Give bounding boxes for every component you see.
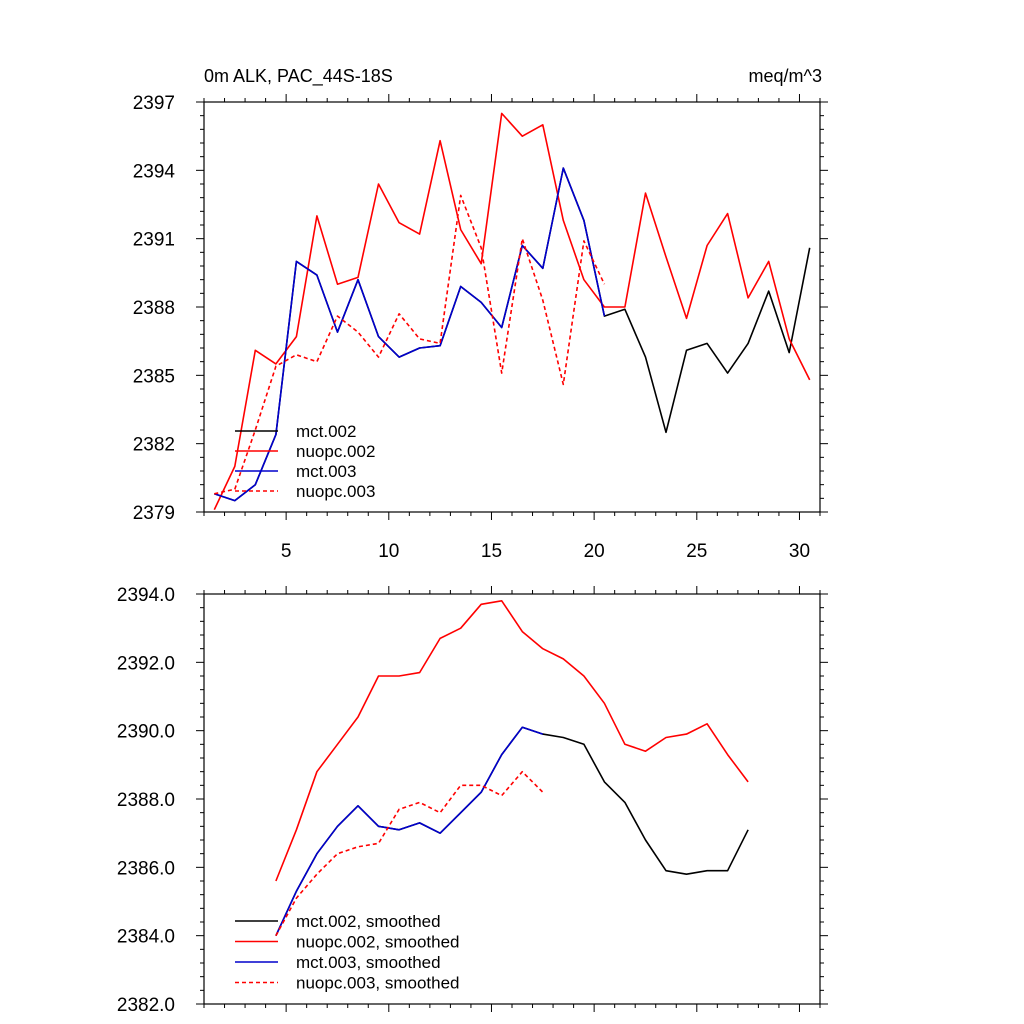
bottom-chart-series-group (275, 599, 749, 937)
top-chart-ticks (196, 94, 828, 520)
bottom-chart-legend-label-4: nuopc.003, smoothed (296, 974, 460, 993)
bottom-chart-series-2-line (275, 599, 749, 882)
top-chart-legend-label-3: mct.003 (296, 462, 356, 481)
top-chart-y-tick-label: 2391 (133, 230, 175, 251)
top-chart-series-4-line (214, 194, 606, 495)
top-chart-series-3-line (214, 167, 606, 502)
top-chart: 0m ALK, PAC_44S-18S meq/m^3 2379 2382 2385… (133, 66, 828, 562)
bottom-chart-y-tick-label: 2392.0 (117, 653, 175, 674)
top-chart-y-tick-label: 2388 (133, 298, 175, 319)
bottom-chart-legend-label-2: nuopc.002, smoothed (296, 933, 460, 952)
top-chart-y-tick-label: 2385 (133, 366, 175, 387)
bottom-chart-y-tick-label: 2386.0 (117, 858, 175, 879)
bottom-chart-y-tick-label: 2382.0 (117, 995, 175, 1016)
bottom-chart-y-tick-label: 2384.0 (117, 927, 175, 948)
bottom-chart-legend-label-3: mct.003, smoothed (296, 953, 441, 972)
top-chart-x-tick-label: 5 (281, 541, 292, 562)
bottom-chart-legend-label-1: mct.002, smoothed (296, 912, 441, 931)
bottom-chart-y-axis-labels: 2382.0 2384.0 2386.0 2388.0 2390.0 2392.0 2394… (117, 585, 175, 1016)
bottom-chart-series-3-line (275, 726, 544, 937)
bottom-chart-y-tick-label: 2390.0 (117, 722, 175, 743)
top-chart-y-tick-label: 2382 (133, 435, 175, 456)
bottom-chart-legend: mct.002, smoothed nuopc.002, smoothedmct.… (235, 912, 460, 993)
top-chart-y-tick-label: 2394 (133, 161, 176, 182)
bottom-chart-y-tick-label: 2388.0 (117, 790, 175, 811)
top-chart-series-group (213, 112, 811, 511)
top-chart-y-tick-label: 2397 (133, 93, 175, 114)
bottom-chart: 2382.0 2384.0 2386.0 2388.0 2390.0 2392.0 2394… (117, 585, 828, 1016)
bottom-chart-ticks (196, 586, 828, 1012)
bottom-chart-series-4-line (275, 770, 544, 937)
top-chart-y-tick-label: 2379 (133, 503, 175, 524)
top-chart-x-tick-label: 10 (378, 541, 399, 562)
top-chart-legend-label-1: mct.002 (296, 422, 356, 441)
top-chart-x-tick-label: 30 (789, 541, 810, 562)
top-chart-units: meq/m^3 (749, 66, 822, 86)
top-chart-y-axis-labels: 2379 2382 2385 2388 2391 2394 2397 (133, 93, 176, 524)
top-chart-x-tick-label: 25 (686, 541, 707, 562)
bottom-chart-y-tick-label: 2394.0 (117, 585, 175, 606)
top-chart-x-tick-label: 15 (481, 541, 502, 562)
top-chart-x-axis-labels: 5 10 15 20 25 30 (281, 541, 810, 562)
top-chart-x-tick-label: 20 (584, 541, 605, 562)
top-chart-title: 0m ALK, PAC_44S-18S (204, 66, 393, 87)
top-chart-legend-label-4: nuopc.003 (296, 482, 375, 501)
top-chart-legend-label-2: nuopc.002 (296, 442, 375, 461)
top-chart-series-2-line (213, 112, 811, 511)
